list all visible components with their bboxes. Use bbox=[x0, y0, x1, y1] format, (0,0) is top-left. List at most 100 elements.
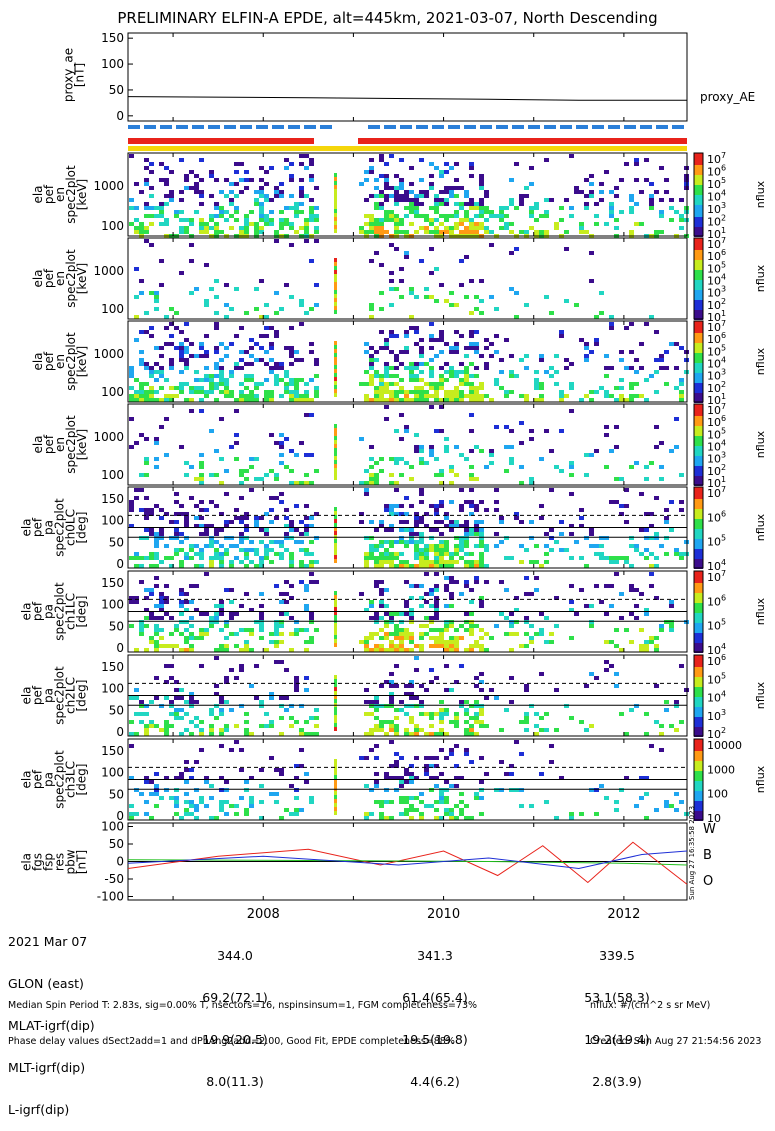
cell bbox=[334, 278, 337, 282]
cell bbox=[444, 378, 449, 382]
cell bbox=[429, 346, 434, 350]
cell bbox=[409, 616, 414, 620]
cell bbox=[149, 780, 154, 784]
cell bbox=[214, 386, 219, 390]
cell bbox=[414, 516, 419, 520]
cell bbox=[434, 552, 439, 556]
footer-glon-value: 344.0 bbox=[217, 948, 253, 963]
cell bbox=[314, 580, 319, 584]
colorbar-segment bbox=[694, 215, 703, 217]
cell bbox=[439, 222, 444, 226]
colorbar-segment bbox=[694, 414, 703, 416]
cell bbox=[569, 492, 574, 496]
cell bbox=[469, 716, 474, 720]
cell bbox=[659, 748, 664, 752]
cell bbox=[219, 190, 224, 194]
cell bbox=[159, 516, 164, 520]
cell bbox=[189, 600, 194, 604]
cell bbox=[529, 437, 534, 441]
cell bbox=[419, 700, 424, 704]
cell bbox=[414, 394, 419, 398]
cell bbox=[674, 700, 679, 704]
cell bbox=[334, 201, 337, 205]
cell bbox=[289, 704, 294, 708]
cell bbox=[199, 732, 204, 736]
cell bbox=[304, 584, 309, 588]
cell bbox=[374, 374, 379, 378]
cell bbox=[164, 398, 169, 402]
cell bbox=[184, 178, 189, 182]
cell bbox=[439, 473, 444, 477]
cell bbox=[279, 362, 284, 366]
colorbar-segment bbox=[694, 489, 703, 491]
cell bbox=[269, 469, 274, 473]
cell bbox=[609, 190, 614, 194]
cell bbox=[199, 453, 204, 457]
cell bbox=[174, 492, 179, 496]
cell bbox=[254, 342, 259, 346]
cell bbox=[379, 154, 384, 158]
cell bbox=[279, 226, 284, 230]
cell bbox=[204, 612, 209, 616]
cell bbox=[439, 334, 444, 338]
cell bbox=[414, 230, 419, 234]
blue-bar-segment bbox=[672, 125, 684, 129]
cell bbox=[229, 588, 234, 592]
cell bbox=[569, 636, 574, 640]
cell bbox=[384, 776, 389, 780]
cell bbox=[619, 512, 624, 516]
cell bbox=[669, 624, 674, 628]
cell bbox=[434, 226, 439, 230]
cell bbox=[179, 358, 184, 362]
y-tick-label: 100 bbox=[101, 766, 124, 780]
cell bbox=[129, 154, 134, 158]
cell bbox=[389, 186, 394, 190]
cell bbox=[419, 449, 424, 453]
cell bbox=[249, 390, 254, 394]
cell bbox=[364, 492, 369, 496]
colorbar-segment bbox=[694, 595, 703, 597]
cell bbox=[639, 492, 644, 496]
cell bbox=[184, 473, 189, 477]
cell bbox=[679, 473, 684, 477]
cell bbox=[309, 732, 314, 736]
cell bbox=[469, 500, 474, 504]
cell bbox=[219, 732, 224, 736]
cell bbox=[604, 660, 609, 664]
cell bbox=[439, 640, 444, 644]
cell bbox=[279, 600, 284, 604]
cell bbox=[169, 307, 174, 311]
colorbar-segment bbox=[694, 717, 703, 719]
colorbar-segment bbox=[694, 719, 703, 721]
cell bbox=[399, 612, 404, 616]
colorbar-segment bbox=[694, 631, 703, 633]
cell bbox=[189, 720, 194, 724]
colorbar-segment bbox=[694, 476, 703, 478]
cell bbox=[249, 648, 254, 652]
cell bbox=[199, 800, 204, 804]
cell bbox=[194, 584, 199, 588]
cell bbox=[129, 744, 134, 748]
cell bbox=[189, 186, 194, 190]
cell bbox=[234, 398, 239, 402]
cell bbox=[249, 362, 254, 366]
cell bbox=[619, 788, 624, 792]
cell bbox=[609, 326, 614, 330]
cell bbox=[239, 648, 244, 652]
y-axis-label-line: pbw bbox=[64, 849, 78, 874]
cell bbox=[524, 688, 529, 692]
cell bbox=[444, 732, 449, 736]
cell bbox=[384, 504, 389, 508]
cell bbox=[544, 712, 549, 716]
colorbar-segment bbox=[694, 482, 703, 484]
cell bbox=[284, 222, 289, 226]
cell bbox=[149, 592, 154, 596]
cell bbox=[379, 206, 384, 210]
cell bbox=[414, 378, 419, 382]
cell bbox=[299, 378, 304, 382]
cell bbox=[529, 210, 534, 214]
cell bbox=[459, 700, 464, 704]
cell bbox=[219, 544, 224, 548]
colorbar-segment bbox=[694, 462, 703, 464]
cell bbox=[254, 386, 259, 390]
